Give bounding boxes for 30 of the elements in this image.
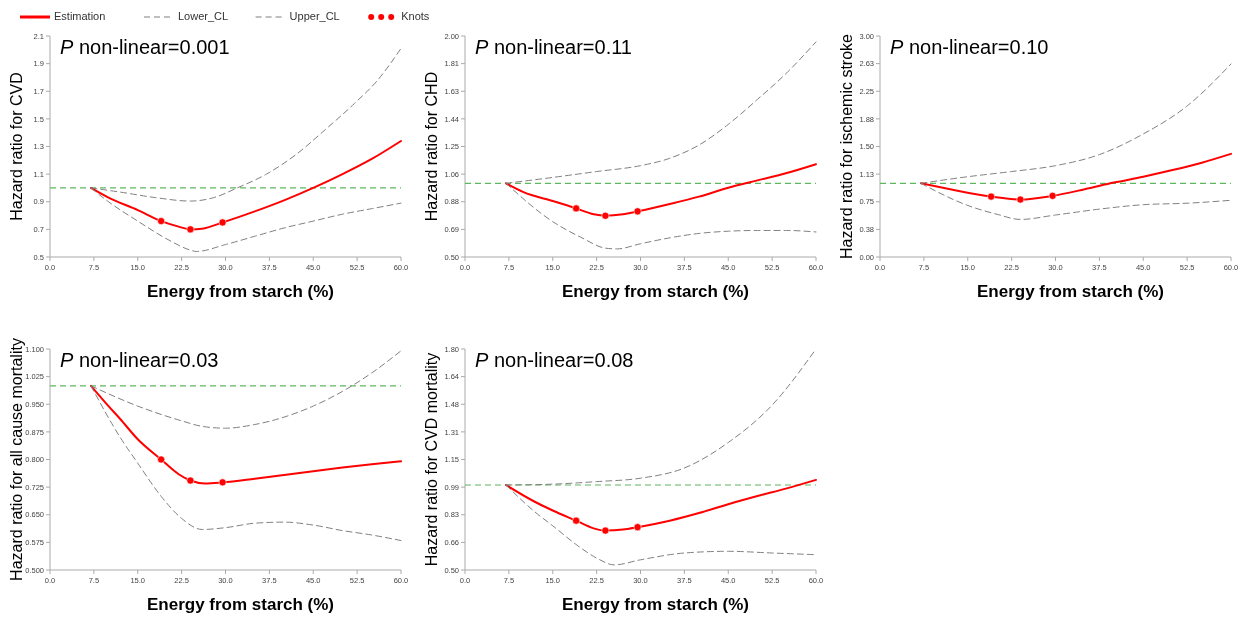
point (218, 478, 227, 487)
legend-label: Upper_CL (289, 10, 340, 22)
x-axis-title: Energy from starch (%) (561, 595, 750, 614)
point (186, 476, 195, 485)
legend-label: Estimation (54, 10, 106, 22)
point (186, 225, 195, 234)
point (157, 217, 166, 225)
annotation: P non-linear=0.08 (475, 349, 634, 371)
x-axis-title: Energy from starch (%) (146, 595, 335, 614)
line-series (89, 384, 402, 485)
legend-label: Lower_CL (178, 10, 229, 22)
y-axis-title: Hazard ratio for CVD (8, 72, 25, 221)
x-axis-title: Energy from starch (%) (976, 282, 1165, 301)
y-axis-title: Hazard ratio for ischemic stroke (838, 33, 855, 259)
point (572, 516, 581, 525)
x-axis-title: Energy from starch (%) (561, 282, 750, 301)
legend-label: Knots (401, 10, 430, 22)
x-axis-title: Energy from starch (%) (146, 282, 335, 301)
annotation: P non-linear=0.03 (60, 349, 219, 371)
y-axis-title: Hazard ratio for CVD mortality (423, 352, 440, 567)
annotation: P non-linear=0.11 (475, 36, 632, 58)
annotation: P non-linear=0.10 (890, 36, 1049, 58)
point (157, 455, 166, 464)
point (633, 523, 642, 532)
annotation: P non-linear=0.001 (60, 36, 230, 58)
line-series (89, 139, 402, 231)
y-axis-title: Hazard ratio for all cause mortality (8, 338, 25, 581)
point (601, 526, 610, 535)
point (218, 218, 227, 227)
y-axis-title: Hazard ratio for CHD (423, 71, 440, 222)
